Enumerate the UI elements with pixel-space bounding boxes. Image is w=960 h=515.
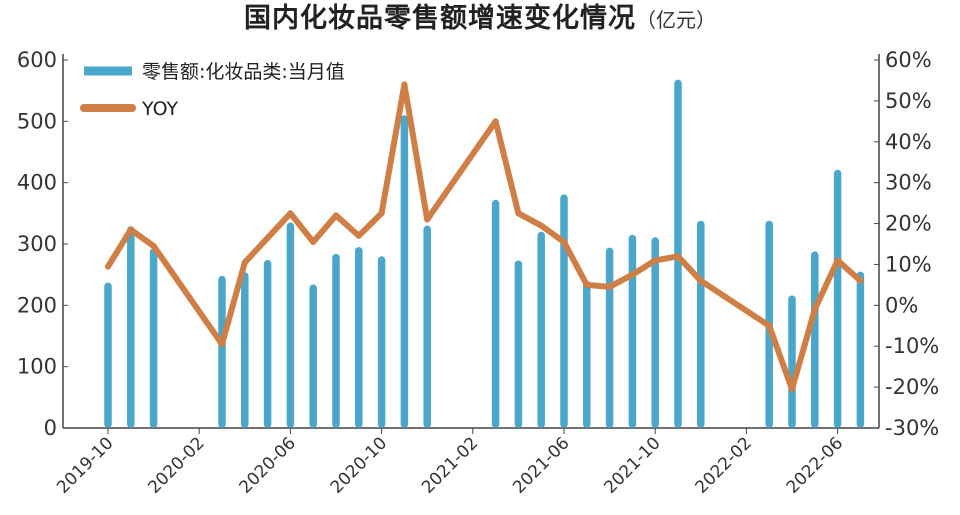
y-left-tick-label: 100 <box>17 355 57 379</box>
yoy-point <box>333 212 339 219</box>
bar <box>218 275 226 428</box>
yoy-point <box>264 234 271 241</box>
legend-line-label: YOY <box>141 98 178 120</box>
bar <box>332 253 340 428</box>
x-tick-label: 2022-06 <box>783 433 847 497</box>
bar <box>241 272 249 428</box>
legend-bar-label: 零售额:化妆品类:当月值 <box>142 61 345 83</box>
yoy-point <box>606 283 613 290</box>
bar <box>605 247 614 428</box>
yoy-point <box>310 238 317 245</box>
bar <box>377 256 386 428</box>
bar <box>104 282 112 428</box>
x-tick-label: 2021-06 <box>509 433 573 497</box>
x-tick-label: 2019-10 <box>53 433 117 497</box>
y-right-tick-label: 50% <box>885 89 932 113</box>
y-left-tick-label: 300 <box>17 232 57 256</box>
yoy-line <box>105 81 864 393</box>
y-left-tick-label: 600 <box>17 48 57 72</box>
bar <box>514 260 523 428</box>
yoy-point <box>378 210 385 217</box>
y-right-tick-label: -20% <box>885 375 939 399</box>
yoy-point <box>629 271 636 278</box>
bar <box>788 295 796 428</box>
y-left-tick-label: 500 <box>17 109 57 133</box>
y-right-tick-label: 60% <box>885 48 932 72</box>
bar <box>651 237 659 428</box>
yoy-point <box>789 386 795 393</box>
y-left-tick-label: 400 <box>17 171 57 195</box>
yoy-point <box>105 263 111 270</box>
yoy-point <box>401 81 408 88</box>
yoy-point <box>857 277 864 284</box>
bar <box>355 247 363 428</box>
yoy-point <box>219 341 225 348</box>
bar <box>583 280 591 428</box>
yoy-point <box>834 257 841 264</box>
bar <box>628 234 637 428</box>
yoy-point <box>652 257 659 264</box>
bar <box>856 271 865 428</box>
yoy-point <box>675 253 681 260</box>
y-right-tick-label: 40% <box>885 130 932 154</box>
yoy-point <box>561 238 567 245</box>
yoy-point <box>355 232 362 239</box>
bar <box>423 225 431 428</box>
x-tick-label: 2020-02 <box>144 433 208 497</box>
bar <box>560 194 568 428</box>
bar <box>309 284 317 428</box>
yoy-point <box>424 216 431 223</box>
yoy-point <box>515 210 522 217</box>
chart-title-main: 国内化妆品零售额增速变化情况 <box>244 3 636 34</box>
bar <box>697 220 705 428</box>
x-tick-label: 2021-02 <box>418 433 482 497</box>
y-right-tick-label: 30% <box>885 171 932 195</box>
bar-series <box>104 79 865 429</box>
bar <box>263 259 272 428</box>
y-right-tick-label: 0% <box>885 293 918 317</box>
y-right-tick-label: -30% <box>885 416 939 440</box>
yoy-point <box>538 222 545 229</box>
chart-title: 国内化妆品零售额增速变化情况（亿元） <box>0 0 960 40</box>
bar <box>491 199 500 428</box>
y-right-tick-label: 20% <box>885 212 932 236</box>
x-tick-label: 2020-10 <box>327 433 391 497</box>
y-right-tick-label: -10% <box>885 334 939 358</box>
x-tick-label: 2021-10 <box>600 433 664 497</box>
bar <box>537 231 545 428</box>
bar <box>286 222 295 428</box>
y-right-tick-label: 10% <box>885 252 932 276</box>
y-left-tick-label: 200 <box>17 293 57 317</box>
bar <box>149 248 158 428</box>
bar <box>127 226 135 428</box>
y-left-tick-label: 0 <box>44 416 57 440</box>
yoy-point <box>287 210 294 217</box>
yoy-point <box>127 226 134 233</box>
yoy-point <box>150 243 157 250</box>
yoy-point <box>766 322 773 329</box>
yoy-point <box>583 281 590 288</box>
yoy-point <box>811 306 818 313</box>
x-tick-label: 2022-02 <box>692 433 756 497</box>
bar <box>400 115 409 428</box>
yoy-point <box>697 277 704 284</box>
bar <box>811 251 819 428</box>
line-series <box>105 81 864 393</box>
bar <box>833 169 842 428</box>
yoy-point <box>241 259 248 266</box>
legend: 零售额:化妆品类:当月值 YOY <box>80 61 345 120</box>
x-tick-label: 2020-06 <box>236 433 300 497</box>
chart-title-unit: （亿元） <box>636 8 716 32</box>
yoy-point <box>492 118 499 125</box>
